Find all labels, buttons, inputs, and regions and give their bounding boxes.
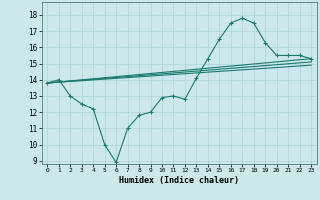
X-axis label: Humidex (Indice chaleur): Humidex (Indice chaleur) bbox=[119, 176, 239, 185]
